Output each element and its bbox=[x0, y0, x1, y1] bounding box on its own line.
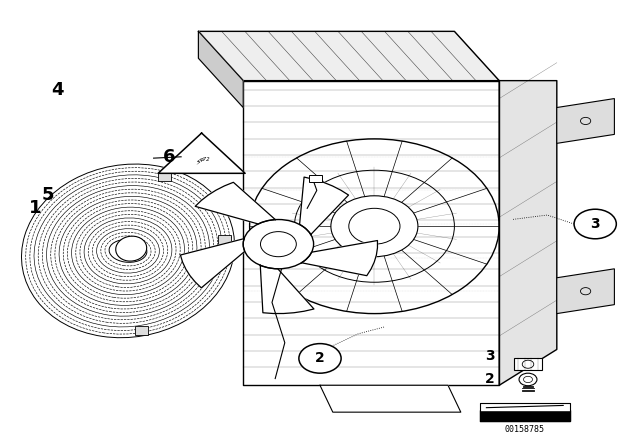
Circle shape bbox=[299, 344, 341, 373]
Polygon shape bbox=[198, 31, 243, 108]
Polygon shape bbox=[514, 358, 542, 370]
Circle shape bbox=[349, 208, 400, 244]
Polygon shape bbox=[557, 269, 614, 314]
Text: 2: 2 bbox=[315, 351, 325, 366]
Circle shape bbox=[260, 232, 296, 257]
Text: 5: 5 bbox=[42, 186, 54, 204]
Text: 4: 4 bbox=[51, 81, 64, 99]
Circle shape bbox=[519, 373, 537, 386]
Polygon shape bbox=[180, 239, 244, 288]
Polygon shape bbox=[480, 403, 570, 410]
Text: 6: 6 bbox=[163, 148, 176, 166]
Circle shape bbox=[243, 220, 314, 269]
Polygon shape bbox=[218, 235, 230, 244]
Polygon shape bbox=[158, 133, 245, 173]
Polygon shape bbox=[158, 172, 171, 181]
Polygon shape bbox=[243, 81, 499, 385]
Polygon shape bbox=[260, 265, 314, 314]
Circle shape bbox=[331, 196, 418, 257]
Polygon shape bbox=[198, 31, 499, 81]
Polygon shape bbox=[135, 326, 148, 335]
Polygon shape bbox=[195, 182, 275, 224]
Text: 3: 3 bbox=[590, 217, 600, 231]
Polygon shape bbox=[309, 175, 322, 182]
Polygon shape bbox=[480, 410, 570, 421]
Text: 3: 3 bbox=[484, 349, 495, 363]
Polygon shape bbox=[301, 241, 378, 276]
Polygon shape bbox=[320, 385, 461, 412]
Text: ⚡: ⚡ bbox=[196, 157, 201, 166]
Text: 00158785: 00158785 bbox=[505, 425, 545, 434]
Polygon shape bbox=[557, 99, 614, 143]
Circle shape bbox=[574, 209, 616, 239]
Polygon shape bbox=[499, 81, 557, 385]
Text: φ72: φ72 bbox=[200, 156, 210, 162]
Text: 2: 2 bbox=[484, 371, 495, 386]
Ellipse shape bbox=[116, 236, 147, 261]
Text: 1: 1 bbox=[29, 199, 42, 217]
Polygon shape bbox=[300, 177, 349, 235]
